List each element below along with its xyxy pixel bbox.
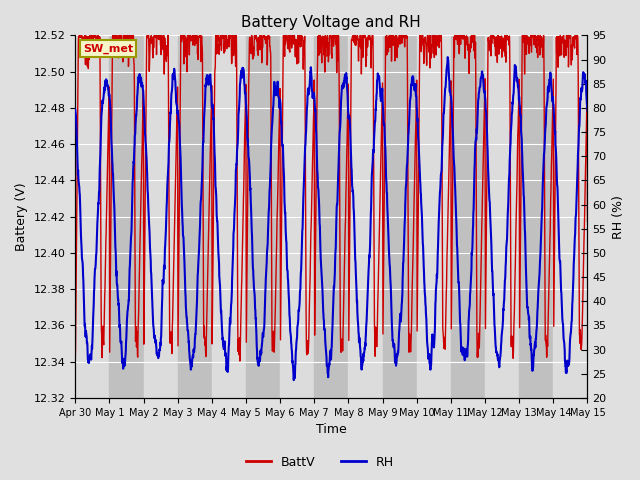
Bar	[314, 36, 348, 398]
Bar	[348, 36, 383, 398]
X-axis label: Time: Time	[316, 423, 347, 436]
Bar	[109, 36, 143, 398]
Y-axis label: Battery (V): Battery (V)	[15, 182, 28, 251]
Bar	[178, 36, 212, 398]
Bar	[451, 36, 485, 398]
Bar	[485, 36, 519, 398]
Bar	[280, 36, 314, 398]
Bar	[76, 36, 109, 398]
Bar	[383, 36, 417, 398]
Bar	[554, 36, 588, 398]
Legend: BattV, RH: BattV, RH	[241, 451, 399, 474]
Bar	[212, 36, 246, 398]
Bar	[143, 36, 178, 398]
Text: SW_met: SW_met	[83, 44, 133, 54]
Bar	[246, 36, 280, 398]
Title: Battery Voltage and RH: Battery Voltage and RH	[241, 15, 421, 30]
Bar	[417, 36, 451, 398]
Bar	[519, 36, 554, 398]
Y-axis label: RH (%): RH (%)	[612, 195, 625, 239]
